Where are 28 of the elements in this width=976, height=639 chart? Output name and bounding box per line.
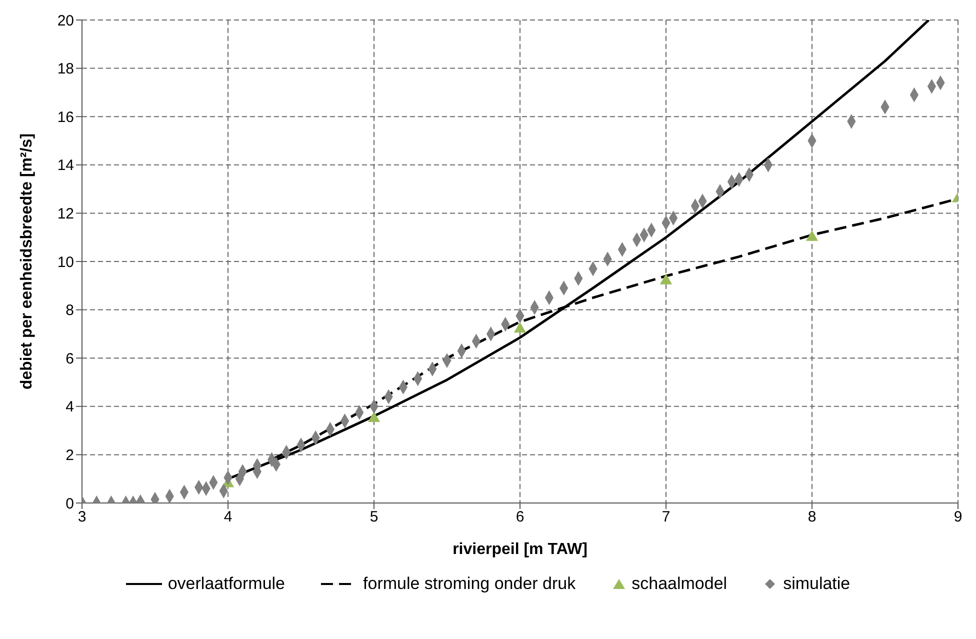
- legend-label: schaalmodel: [632, 574, 728, 594]
- y-tick-label: 20: [57, 12, 74, 30]
- x-tick-label: 6: [516, 508, 524, 526]
- point: [806, 230, 818, 241]
- y-tick-label: 2: [66, 447, 74, 464]
- x-tick-label: 4: [224, 508, 232, 526]
- y-tick-label: 8: [66, 302, 74, 320]
- x-tick-label: 3: [78, 508, 86, 526]
- y-tick-label: 6: [66, 350, 74, 368]
- y-tick-label: 14: [57, 157, 74, 174]
- x-tick-label: 9: [954, 508, 962, 526]
- y-tick-label: 16: [57, 108, 74, 126]
- y-tick-label: 12: [57, 206, 74, 223]
- x-tick-label: 7: [662, 508, 670, 526]
- x-tick-label: 5: [370, 508, 378, 526]
- y-tick-label: 0: [66, 495, 74, 512]
- point: [368, 411, 380, 422]
- y-tick-label: 4: [66, 398, 74, 416]
- legend-label: simulatie: [783, 574, 850, 594]
- x-tick-label: 8: [808, 508, 816, 526]
- legend-label: formule stroming onder druk: [363, 574, 576, 594]
- point: [514, 322, 526, 333]
- x-axis-title: rivierpeil [m TAW]: [452, 541, 588, 558]
- y-tick-label: 18: [57, 60, 74, 78]
- point: [660, 274, 672, 284]
- y-axis-title: debiet per eenheidsbreedte [m²/s]: [18, 133, 36, 390]
- y-tick-label: 10: [57, 254, 74, 271]
- legend-label: overlaatformule: [168, 574, 286, 594]
